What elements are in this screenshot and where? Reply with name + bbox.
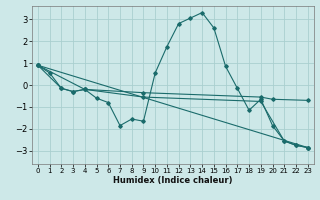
X-axis label: Humidex (Indice chaleur): Humidex (Indice chaleur) <box>113 176 233 185</box>
